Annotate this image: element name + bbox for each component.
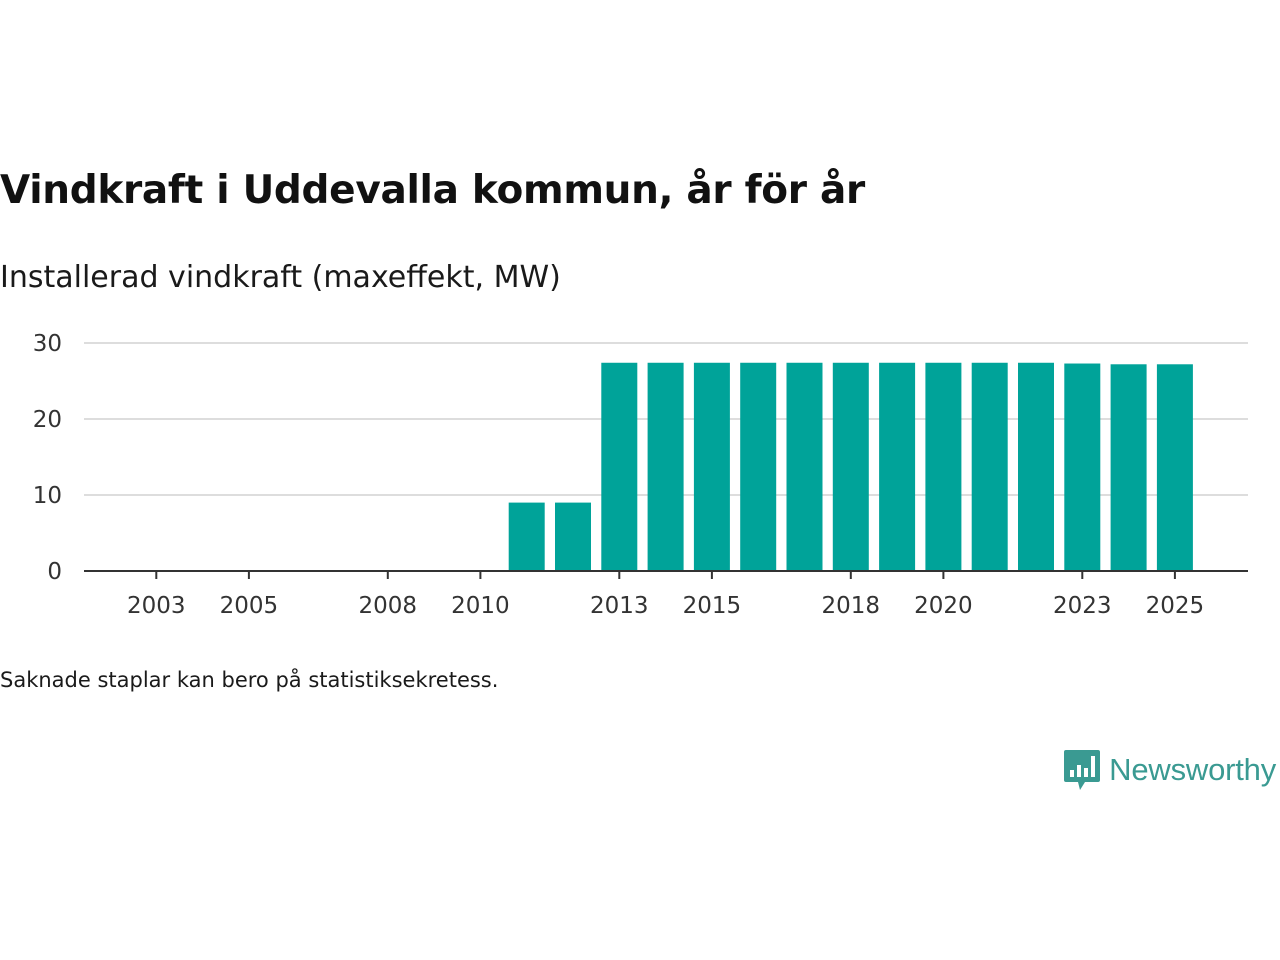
bar-2012 <box>555 502 591 571</box>
bar-2017 <box>786 362 823 571</box>
bar-2014 <box>647 362 684 571</box>
bar-2025 <box>1156 364 1193 571</box>
y-tick-label-0: 0 <box>47 559 62 585</box>
x-tick-label-2015: 2015 <box>683 593 742 619</box>
x-tick-label-2020: 2020 <box>914 593 973 619</box>
x-tick-label-2003: 2003 <box>127 593 186 619</box>
bar-2016 <box>740 362 777 571</box>
footnote: Saknade staplar kan bero på statistiksek… <box>0 668 499 692</box>
x-tick-label-2025: 2025 <box>1146 593 1205 619</box>
bar-2013 <box>601 362 638 571</box>
chart-subtitle: Installerad vindkraft (maxeffekt, MW) <box>0 260 561 295</box>
x-tick-label-2023: 2023 <box>1053 593 1112 619</box>
bar-2018 <box>832 362 869 571</box>
y-tick-label-10: 10 <box>33 483 62 509</box>
x-tick-label-2005: 2005 <box>220 593 279 619</box>
newsworthy-chart-icon <box>1064 750 1101 790</box>
bar-2024 <box>1110 364 1147 571</box>
logo-text: Newsworthy <box>1109 752 1276 787</box>
bar-2021 <box>971 362 1008 571</box>
bar-chart: 0 10 20 30 2003 2005 2008 2010 2013 2015 2018 2020 2… <box>33 331 1248 619</box>
x-tick-label-2013: 2013 <box>590 593 649 619</box>
x-tick-label-2010: 2010 <box>451 593 510 619</box>
bar-2011 <box>508 502 545 571</box>
bar-2015 <box>693 362 730 571</box>
bar-2023 <box>1064 363 1101 571</box>
bar-2022 <box>1018 362 1054 571</box>
x-tick-label-2018: 2018 <box>822 593 881 619</box>
chart-title: Vindkraft i Uddevalla kommun, år för år <box>0 168 865 213</box>
bar-2019 <box>879 362 916 571</box>
newsworthy-logo: Newsworthy <box>1063 748 1276 792</box>
y-tick-label-20: 20 <box>33 407 62 433</box>
y-tick-label-30: 30 <box>33 331 62 357</box>
x-tick-label-2008: 2008 <box>359 593 418 619</box>
bar-2020 <box>925 362 962 571</box>
